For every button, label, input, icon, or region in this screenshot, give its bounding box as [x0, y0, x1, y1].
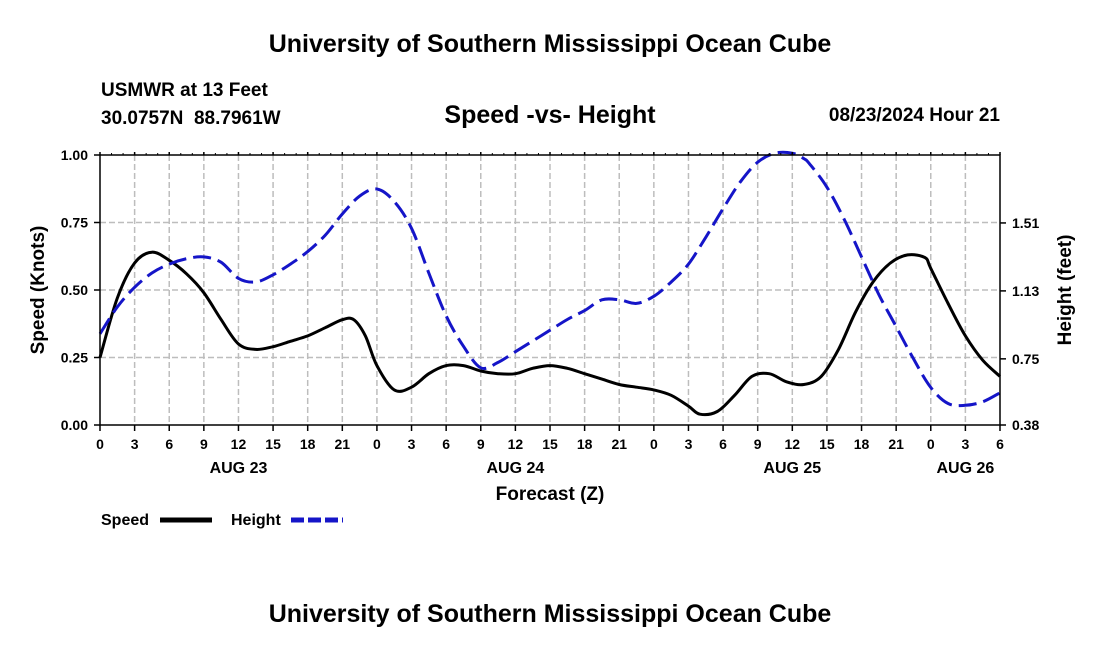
station-info: USMWR at 13 Feet 30.0757N 88.7961W: [101, 77, 281, 133]
x-day-label: AUG 25: [763, 460, 821, 477]
y2-tick-label: 0.75: [1012, 351, 1039, 367]
x-tick-label: 18: [577, 436, 593, 452]
x-tick-label: 0: [650, 436, 658, 452]
legend: Speed Height: [101, 512, 343, 529]
x-day-label: AUG 26: [936, 460, 994, 477]
y2-tick-label: 1.51: [1012, 215, 1039, 231]
x-day-label: AUG 23: [210, 460, 268, 477]
x-tick-label: 0: [927, 436, 935, 452]
station-name: USMWR at 13 Feet: [101, 80, 268, 101]
x-axis-label: Forecast (Z): [496, 484, 605, 505]
x-tick-label: 18: [300, 436, 316, 452]
x-tick-label: 21: [335, 436, 351, 452]
y-axis-label: Speed (Knots): [28, 226, 49, 355]
x-tick-label: 0: [96, 436, 104, 452]
x-tick-label: 9: [754, 436, 762, 452]
x-tick-label: 6: [165, 436, 173, 452]
grid: [100, 155, 1000, 425]
x-day-label: AUG 24: [486, 460, 544, 477]
x-tick-label: 15: [819, 436, 835, 452]
legend-speed-label: Speed: [101, 512, 149, 529]
y-tick-label: 0.00: [61, 417, 88, 433]
legend-height-label: Height: [231, 512, 281, 529]
x-tick-label: 0: [373, 436, 381, 452]
y-tick-label: 1.00: [61, 147, 88, 163]
x-tick-label: 12: [785, 436, 801, 452]
x-tick-label: 3: [685, 436, 693, 452]
x-tick-label: 21: [888, 436, 904, 452]
x-tick-label: 21: [611, 436, 627, 452]
x-tick-label: 18: [854, 436, 870, 452]
x-tick-label: 3: [408, 436, 416, 452]
x-tick-label: 15: [542, 436, 558, 452]
x-tick-label: 3: [961, 436, 969, 452]
y-tick-label: 0.50: [61, 282, 88, 298]
x-tick-label: 6: [996, 436, 1004, 452]
series-line-speed: [98, 250, 1002, 417]
x-tick-label: 6: [442, 436, 450, 452]
station-coords: 30.0757N 88.7961W: [101, 108, 281, 129]
x-tick-label: 12: [508, 436, 524, 452]
y-tick-label: 0.75: [61, 215, 88, 231]
x-tick-label: 15: [265, 436, 281, 452]
y2-axis-label: Height (feet): [1055, 235, 1076, 346]
y-tick-label: 0.25: [61, 350, 88, 366]
x-tick-label: 6: [719, 436, 727, 452]
series-line-height: [98, 150, 1001, 408]
series-lines: [98, 150, 1002, 417]
axes: 0 3 6 9 12 15 18 21 0 3 6 9 12 15 18 21 0 3 6 9 12 15 18 21 0 3 6A…: [61, 147, 1040, 477]
x-tick-label: 9: [200, 436, 208, 452]
y2-tick-label: 1.13: [1012, 283, 1039, 299]
page-title: University of Southern Mississippi Ocean…: [268, 30, 832, 58]
x-tick-label: 3: [131, 436, 139, 452]
y2-tick-label: 0.38: [1012, 417, 1039, 433]
footer-title: University of Southern Mississippi Ocean…: [268, 600, 832, 628]
forecast-datetime: 08/23/2024 Hour 21: [828, 105, 1000, 126]
chart-title: Speed -vs- Height: [444, 101, 656, 129]
x-tick-label: 9: [477, 436, 485, 452]
x-tick-label: 12: [231, 436, 247, 452]
